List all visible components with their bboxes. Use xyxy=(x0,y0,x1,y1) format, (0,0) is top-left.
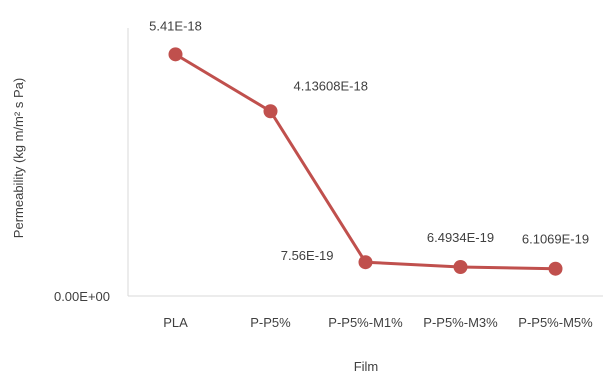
data-point xyxy=(263,104,278,119)
data-label: 7.56E-19 xyxy=(281,248,334,263)
data-label: 5.41E-18 xyxy=(149,18,202,33)
x-tick-label: P-P5%-M1% xyxy=(328,315,403,330)
x-tick-label: P-P5% xyxy=(250,315,291,330)
data-point xyxy=(168,47,183,62)
data-point xyxy=(548,261,563,276)
data-label: 4.13608E-18 xyxy=(294,78,368,93)
data-label: 6.4934E-19 xyxy=(427,230,494,245)
data-label: 6.1069E-19 xyxy=(522,232,589,247)
x-tick-labels: PLA P-P5% P-P5%-M1% P-P5%-M3% P-P5%-M5% xyxy=(163,315,593,330)
x-tick-label: P-P5%-M3% xyxy=(423,315,498,330)
y-axis-title: Permeability (kg m/m² s Pa) xyxy=(11,78,26,238)
series-layer: 5.41E-18 4.13608E-18 7.56E-19 6.4934E-19 6.1… xyxy=(149,18,589,276)
x-tick-label: P-P5%-M5% xyxy=(518,315,593,330)
data-point xyxy=(453,259,468,274)
x-tick-label: PLA xyxy=(163,315,188,330)
data-point xyxy=(358,255,373,270)
x-axis-title: Film xyxy=(354,359,379,374)
y-tick-label: 0.00E+00 xyxy=(54,289,110,304)
